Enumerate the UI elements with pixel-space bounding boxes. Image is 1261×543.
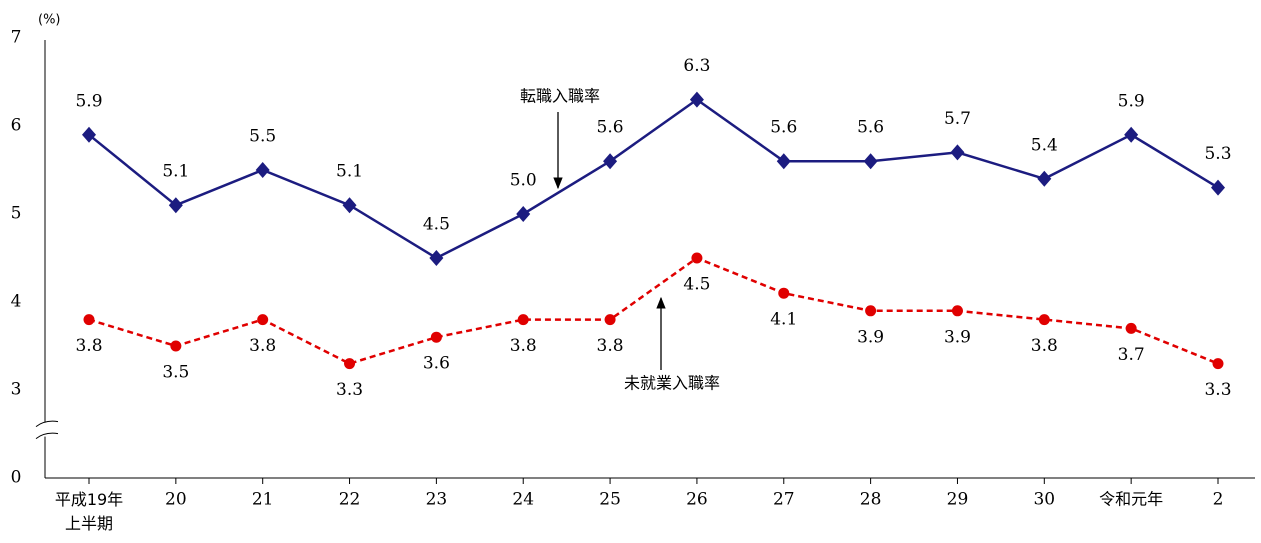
data-point — [83, 314, 95, 326]
data-label: 3.9 — [857, 327, 884, 347]
x-tick-label: 30 — [1033, 490, 1055, 510]
data-point — [604, 314, 616, 326]
data-point — [342, 197, 357, 214]
data-point — [1212, 358, 1224, 370]
data-label: 3.6 — [423, 354, 450, 374]
data-label: 3.8 — [510, 336, 537, 356]
data-point — [430, 331, 442, 343]
y-tick-label: 6 — [11, 116, 22, 136]
data-point — [778, 287, 790, 299]
data-label: 5.9 — [75, 91, 102, 111]
data-point — [603, 153, 618, 170]
data-label: 3.8 — [249, 336, 276, 356]
data-point — [516, 206, 531, 222]
data-label: 3.3 — [336, 380, 363, 400]
data-label: 4.1 — [770, 310, 797, 330]
data-point — [1211, 179, 1225, 196]
data-label: 5.1 — [336, 162, 363, 182]
data-point — [865, 305, 877, 317]
x-tick-label: 25 — [599, 490, 621, 510]
y-tick-label: 7 — [11, 28, 22, 48]
series-label: 転職入職率 — [520, 87, 600, 106]
data-label: 5.9 — [1118, 91, 1145, 111]
data-point — [170, 340, 182, 352]
x-tick-label: 29 — [947, 490, 969, 510]
data-point — [344, 358, 356, 370]
y-tick-label: 3 — [11, 380, 22, 400]
data-label: 3.8 — [1031, 336, 1058, 356]
x-tick-label: 23 — [426, 490, 448, 510]
y-tick-label: 5 — [11, 204, 22, 224]
series-line — [88, 256, 1219, 365]
data-label: 3.3 — [1204, 380, 1231, 400]
data-label: 4.5 — [423, 215, 450, 235]
series-label: 未就業入職率 — [624, 374, 720, 393]
x-tick-label: 令和元年 — [1099, 490, 1163, 509]
data-label: 5.4 — [1031, 135, 1058, 155]
data-point — [951, 305, 963, 317]
data-point — [691, 252, 703, 264]
x-tick-label: 22 — [339, 490, 361, 510]
data-label: 3.7 — [1118, 345, 1145, 365]
data-label: 3.9 — [944, 327, 971, 347]
x-tick-label: 24 — [512, 490, 534, 510]
data-point — [82, 126, 96, 143]
data-point — [689, 91, 704, 108]
unit-label: (%) — [38, 13, 61, 28]
data-point — [1037, 170, 1052, 187]
x-tick-label: 26 — [686, 490, 708, 510]
data-label: 5.1 — [162, 162, 189, 182]
x-tick-label: 28 — [860, 490, 882, 510]
series-line — [88, 98, 1219, 260]
data-label: 4.5 — [683, 275, 710, 295]
data-label: 3.8 — [75, 336, 102, 356]
data-label: 5.3 — [1204, 144, 1231, 164]
x-tick-label: 20 — [165, 490, 187, 510]
data-label: 5.7 — [944, 109, 971, 129]
data-label: 5.6 — [857, 118, 884, 138]
data-label: 3.8 — [597, 336, 624, 356]
data-point — [255, 162, 270, 178]
data-label: 5.5 — [249, 127, 276, 147]
data-label: 5.6 — [597, 118, 624, 138]
data-point — [168, 197, 183, 214]
y-tick-label: 0 — [11, 468, 22, 488]
data-point — [257, 314, 269, 326]
data-point — [517, 314, 529, 326]
x-tick-label: 平成19年上半期 — [55, 490, 123, 533]
x-tick-label: 21 — [252, 490, 274, 510]
data-point — [950, 144, 965, 161]
data-label: 5.0 — [510, 171, 537, 191]
data-label: 3.5 — [162, 363, 189, 383]
x-tick-label: 27 — [773, 490, 795, 510]
y-tick-label: 4 — [11, 292, 22, 312]
x-tick-label: 2 — [1213, 490, 1224, 510]
axis-break — [35, 420, 59, 439]
data-label: 6.3 — [683, 56, 710, 76]
data-point — [1124, 126, 1139, 143]
data-point — [1125, 322, 1137, 334]
data-point — [1038, 314, 1050, 326]
data-point — [776, 153, 791, 170]
data-label: 5.6 — [770, 118, 797, 138]
data-point — [863, 153, 878, 170]
data-point — [429, 250, 444, 266]
